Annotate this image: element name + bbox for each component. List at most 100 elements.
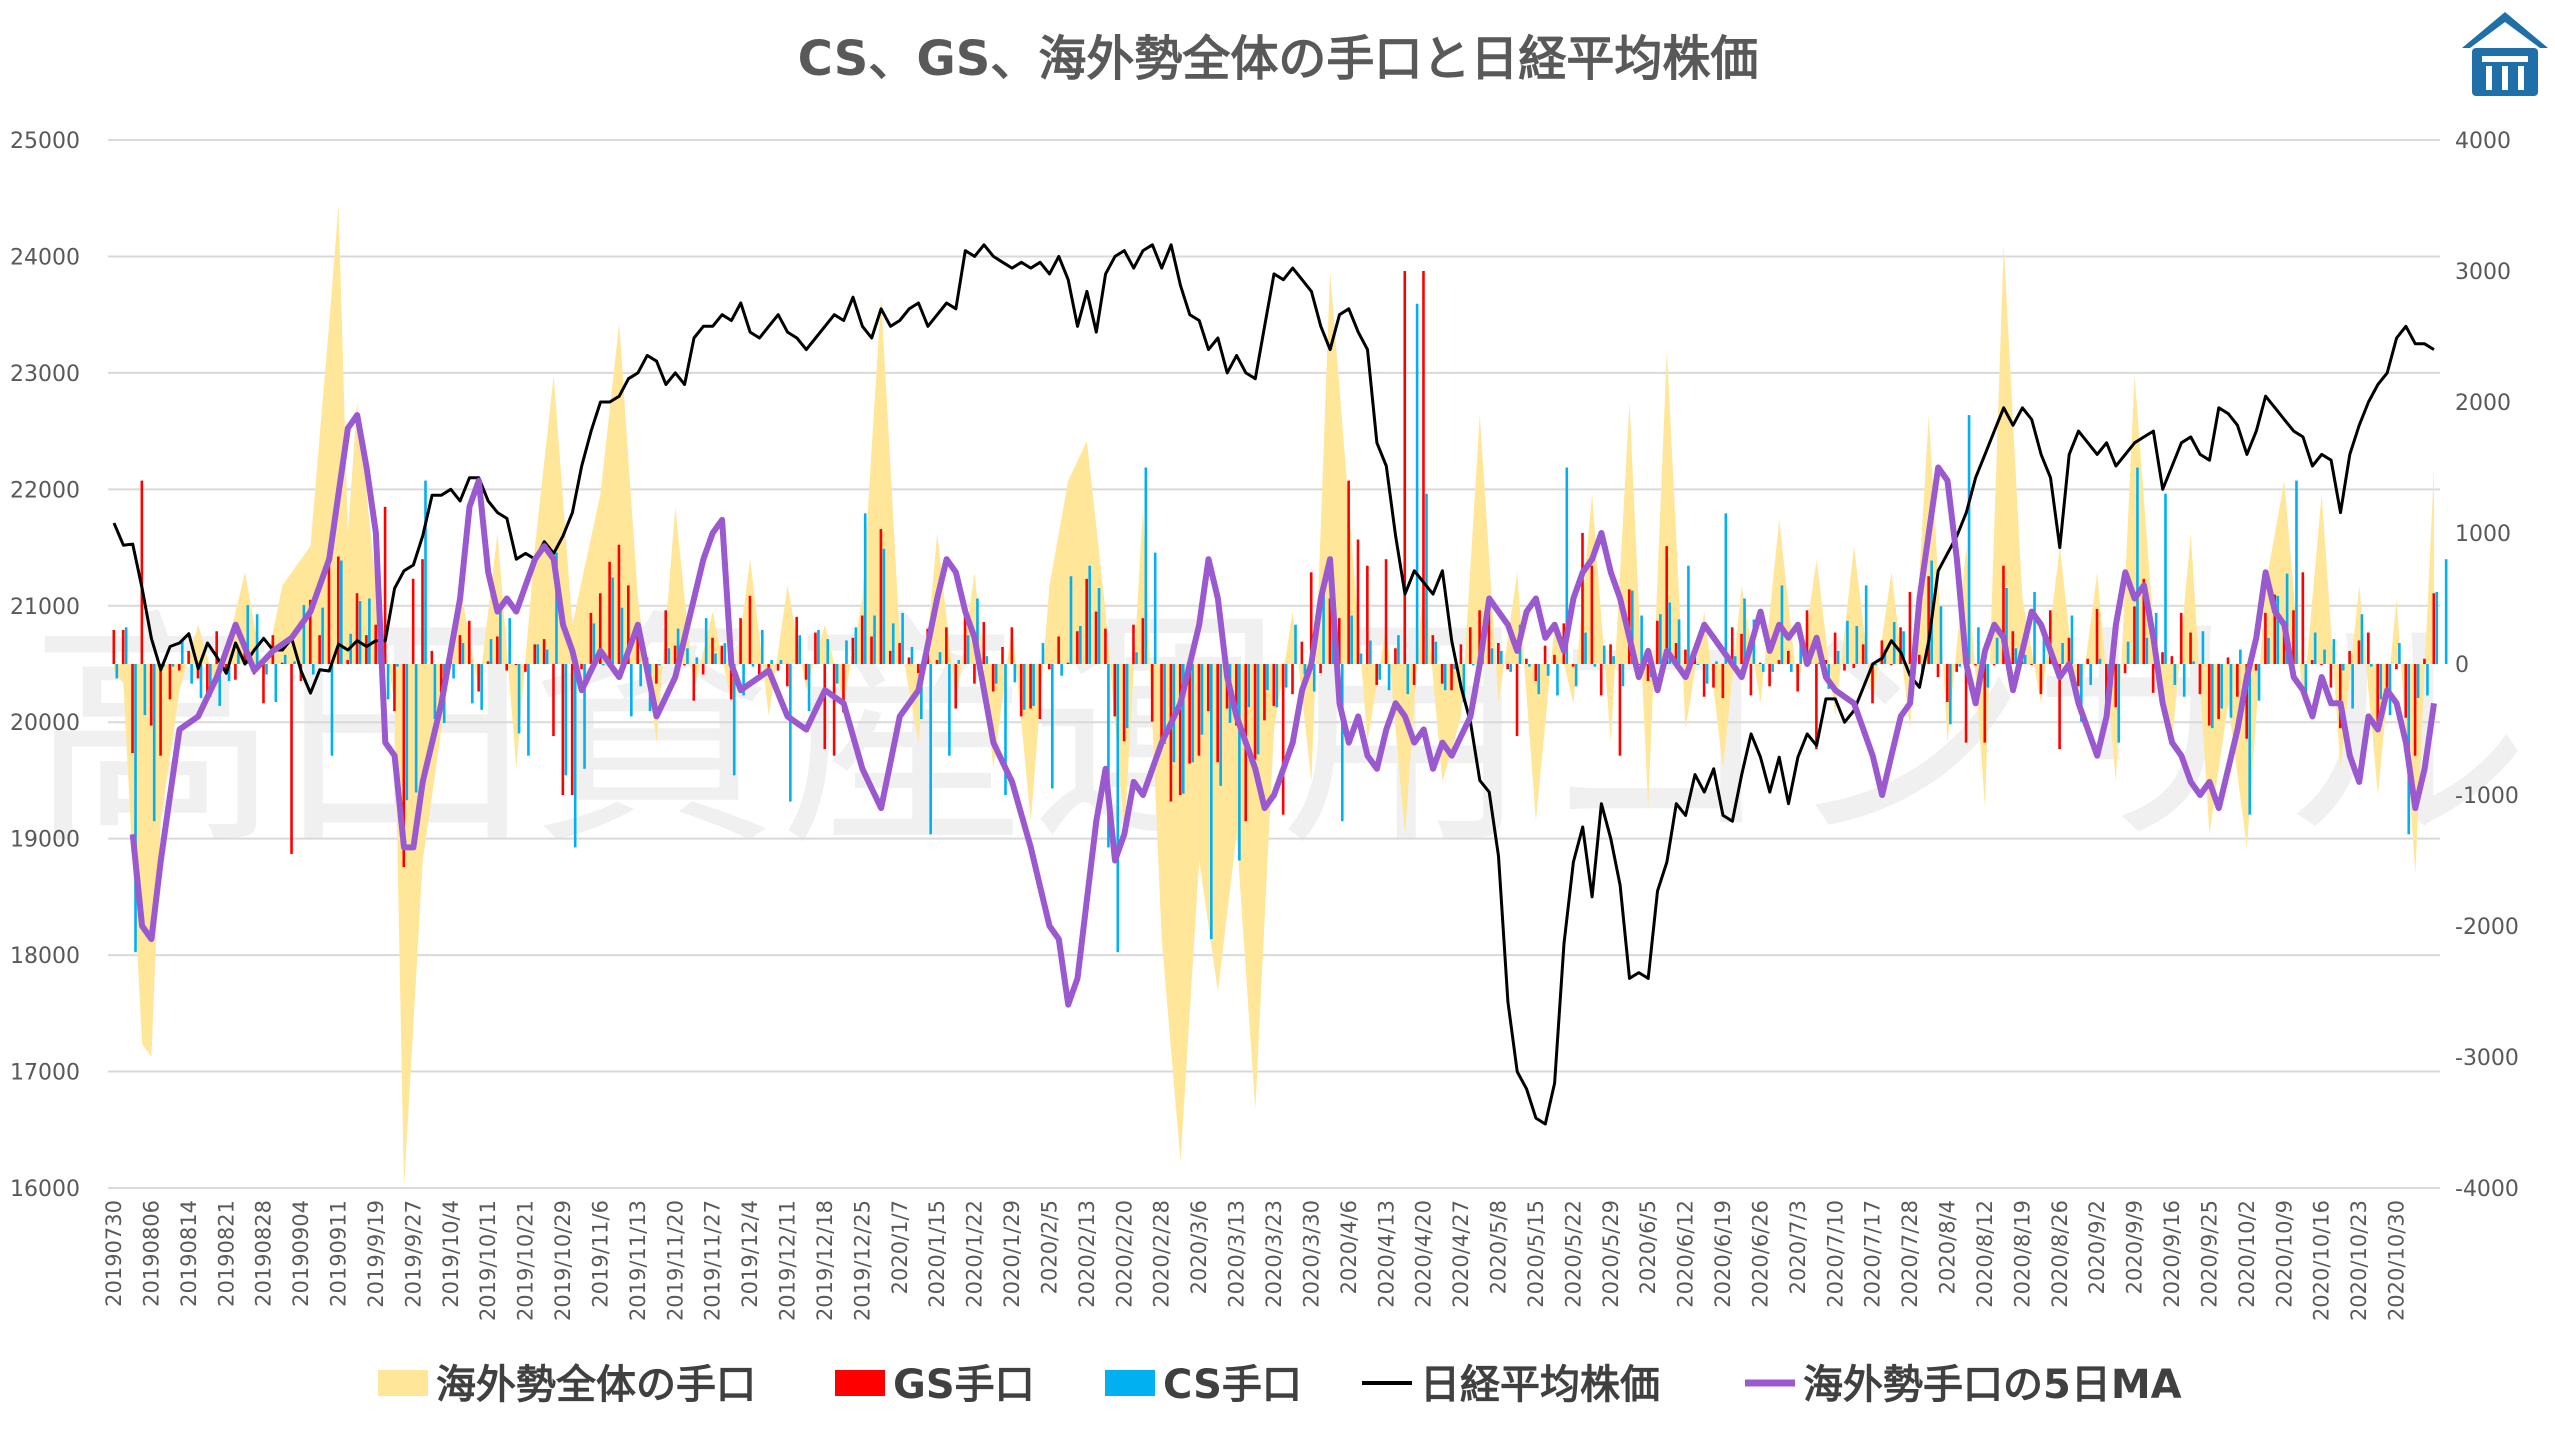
bar-cs	[1836, 650, 1840, 664]
bar-gs	[870, 636, 873, 664]
bar-cs	[1546, 664, 1550, 676]
y-left-tick-label: 20000	[10, 711, 80, 736]
bar-gs	[2292, 610, 2295, 664]
bar-cs	[1556, 664, 1559, 696]
bar-gs	[673, 645, 677, 664]
bar-gs	[720, 645, 724, 664]
bar-cs	[536, 644, 540, 664]
x-tick-label: 2019/11/13	[626, 1200, 650, 1321]
x-tick-label: 2020/8/4	[1936, 1200, 1960, 1294]
bar-gs	[580, 664, 583, 670]
bar-cs	[639, 664, 642, 687]
x-tick-label: 2020/7/3	[1786, 1200, 1810, 1294]
bar-gs	[1908, 591, 1912, 664]
bar-gs	[1581, 533, 1584, 664]
bar-gs	[393, 664, 396, 712]
bar-gs	[458, 635, 462, 664]
bar-cs	[1275, 664, 1279, 708]
line-nikkei	[112, 243, 2435, 1126]
bar-gs	[1674, 643, 1678, 664]
bar-gs	[2282, 633, 2286, 664]
x-tick-label: 2020/7/28	[1898, 1200, 1922, 1308]
bar-cs	[1238, 664, 1241, 861]
bar-cs	[1668, 602, 1672, 664]
legend-label: GS手口	[893, 1362, 1035, 1408]
bar-cs	[863, 513, 867, 664]
bar-gs	[617, 544, 621, 664]
bar-cs	[1986, 664, 1990, 688]
bar-gs	[1534, 664, 1538, 682]
bar-gs	[140, 480, 144, 664]
x-tick-label: 20190730	[102, 1200, 126, 1307]
bar-gs	[1085, 578, 1089, 664]
bar-gs	[1169, 664, 1173, 802]
bar-cs	[2061, 643, 2064, 664]
y-left-tick-label: 16000	[10, 1177, 80, 1202]
bar-cs	[1303, 664, 1307, 675]
bar-gs	[1730, 627, 1734, 664]
bar-cs	[209, 664, 212, 697]
line-overseas-5d-ma	[129, 412, 2437, 1008]
bar-gs	[1487, 599, 1491, 664]
bar-gs	[1300, 641, 1304, 664]
bar-gs	[898, 643, 901, 664]
bar-cs	[1088, 565, 1092, 664]
bar-gs	[879, 529, 883, 664]
bar-gs	[1207, 664, 1210, 712]
bar-cs	[957, 660, 961, 664]
bar-gs	[842, 664, 845, 713]
bar-cs	[1453, 664, 1456, 670]
bar-gs	[1497, 643, 1500, 664]
bar-cs	[630, 664, 633, 717]
bar-cs	[2126, 641, 2130, 664]
bar-gs	[1281, 664, 1285, 815]
bar-cs	[1397, 635, 1400, 664]
bar-gs	[954, 664, 958, 709]
bar-cs	[2332, 639, 2336, 664]
bar-gs	[1871, 664, 1874, 704]
bar-cs	[994, 664, 998, 684]
bar-gs	[2236, 664, 2239, 697]
y-left-tick-label: 21000	[10, 595, 80, 620]
bar-cs	[2416, 664, 2420, 699]
x-tick-label: 2019/10/21	[514, 1200, 538, 1321]
x-tick-label: 2019/11/20	[663, 1200, 687, 1321]
bar-cs	[555, 552, 558, 664]
bar-gs	[1768, 664, 1771, 687]
bar-gs	[524, 664, 527, 672]
bar-cs	[1191, 664, 1194, 763]
bar-gs	[1543, 645, 1547, 664]
bar-gs	[1150, 664, 1154, 722]
x-tick-label: 2019/12/4	[738, 1200, 762, 1308]
bar-cs	[2220, 664, 2223, 709]
bar-gs	[1422, 271, 1425, 664]
bar-cs	[2201, 631, 2205, 664]
bar-cs	[2323, 649, 2326, 664]
x-tick-label: 2020/6/12	[1674, 1200, 1698, 1308]
bar-gs	[2385, 664, 2389, 691]
bar-cs	[760, 629, 764, 664]
bar-gs	[2105, 664, 2108, 709]
bar-cs	[1771, 664, 1774, 672]
bar-cs	[115, 664, 119, 679]
bar-gs	[1459, 644, 1463, 664]
y-left-tick-label: 25000	[10, 129, 80, 154]
bar-gs	[430, 650, 434, 664]
bar-cs	[134, 664, 137, 953]
bar-cs	[227, 664, 231, 682]
legend: 海外勢全体の手口 GS手口 CS手口 日経平均株価 海外勢手口の5日MA	[378, 1362, 2182, 1408]
bar-cs	[779, 660, 783, 664]
bar-cs	[1677, 619, 1681, 664]
bar-gs	[1525, 658, 1528, 664]
bar-cs	[1219, 664, 1222, 786]
bar-gs	[1375, 664, 1379, 685]
bar-gs	[1861, 644, 1865, 664]
x-tick-label: 2020/3/6	[1187, 1200, 1211, 1294]
bar-gs	[982, 622, 986, 664]
x-tick-label: 2020/9/16	[2160, 1200, 2184, 1308]
bar-gs	[224, 664, 228, 671]
bar-cs	[2398, 643, 2401, 664]
bar-cs	[517, 664, 521, 734]
bar-gs	[1656, 620, 1659, 664]
bar-gs	[365, 635, 368, 664]
